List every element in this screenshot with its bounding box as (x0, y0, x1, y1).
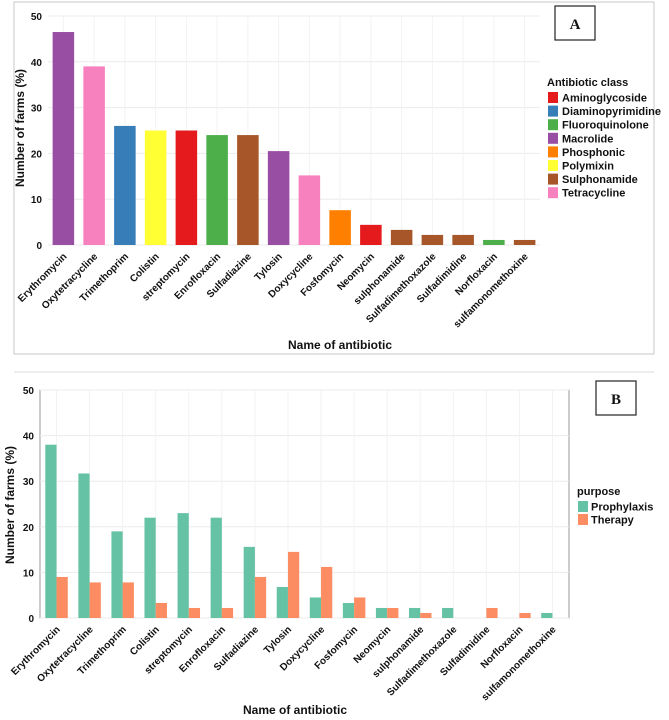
panel-a-bar-neomycin (360, 224, 382, 245)
panel-a-bar-trimethoprim (114, 125, 136, 245)
panel-a-legend-label: Macrolide (562, 133, 613, 145)
panel-b-legend-swatch (578, 501, 588, 512)
panel-b-legend-label: Prophylaxis (591, 502, 653, 514)
panel-b-bar-prophylaxis-streptomycin (177, 513, 189, 618)
panel-a-bar-sulfadimethoxazole (421, 234, 444, 245)
panel-a-legend-label: Phosphonic (562, 147, 625, 159)
panel-a-bar-sulfadimidine (452, 234, 474, 245)
panel-a-legend-swatch (548, 173, 558, 185)
panel-b-bar-therapy-fosfomycin (354, 597, 366, 618)
panel-a-bar-erythromycin (52, 32, 75, 245)
panel-b-bar-prophylaxis-doxycycline (309, 597, 322, 618)
panel-a-y-tick-label: 0 (36, 241, 42, 252)
panel-b-x-tick-label: Tylosin (262, 624, 294, 656)
panel-b-y-axis-title: Number of farms (%) (3, 446, 17, 564)
panel-b-label: B (611, 392, 621, 408)
panel-b-legend-title: purpose (577, 486, 620, 498)
panel-b-bar-prophylaxis-oxytetracycline (78, 473, 90, 618)
panel-b-bar-therapy-streptomycin (188, 607, 201, 618)
panel-a-legend-title: Antibiotic class (547, 77, 628, 89)
panel-a-legend-swatch (548, 105, 558, 117)
panel-b-bar-prophylaxis-enrofloxacin (210, 517, 222, 618)
panel-b-legend-label: Therapy (591, 515, 635, 527)
panel-b-bar-therapy-colistin (155, 602, 167, 618)
panel-b-bar-therapy-erythromycin (56, 576, 68, 618)
panel-b-bar-therapy-sulfadiazine (254, 576, 267, 618)
panel-b-y-tick-label: 20 (23, 523, 35, 534)
panel-a-bar-fosfomycin (329, 210, 351, 245)
panel-b-bar-therapy-neomycin (387, 607, 399, 618)
panel-a-legend-swatch (548, 119, 558, 131)
panel-a-y-tick-label: 40 (31, 58, 43, 69)
panel-a-legend-swatch (548, 187, 558, 199)
panel-b-plot-area: 01020304050ErythromycinOxytetracyclineTr… (9, 386, 570, 703)
panel-a-legend-label: Aminoglycoside (562, 93, 647, 105)
panel-a-bar-sulphonamide (390, 229, 413, 245)
panel-b-y-tick-label: 50 (23, 386, 35, 397)
panel-b-bar-prophylaxis-sulfadiazine (243, 546, 255, 618)
panel-a-y-axis-title: Number of farms (%) (13, 69, 27, 187)
panel-a-bar-tylosin (267, 151, 290, 245)
panel-a-plot-area: 01020304050ErythromycinOxytetracyclineTr… (16, 12, 540, 330)
panel-b-bar-therapy-norfloxacin (519, 612, 531, 618)
panel-b-x-tick-label: Colistin (128, 624, 162, 658)
panel-a-legend-label: Tetracycline (562, 188, 625, 200)
panel-b-bar-prophylaxis-sulphonamide (408, 607, 421, 618)
panel-b-bar-prophylaxis-sulfamonomethoxine (541, 612, 553, 618)
panel-a-bar-enrofloxacin (206, 135, 228, 245)
panel-a-x-tick-label: Oxytetracycline (40, 251, 101, 312)
panel-b-x-tick-label: Oxytetracycline (35, 624, 96, 685)
panel-b-y-tick-label: 30 (23, 477, 35, 488)
panel-b-x-axis-title: Name of antibiotic (243, 703, 347, 717)
panel-b-bar-prophylaxis-tylosin (276, 586, 288, 618)
panel-a-legend-swatch (548, 132, 558, 144)
panel-a: 01020304050ErythromycinOxytetracyclineTr… (13, 1, 661, 355)
panel-a-legend-label: Polymixin (562, 161, 614, 173)
panel-b-bar-prophylaxis-fosfomycin (342, 602, 355, 618)
panel-b-bar-therapy-enrofloxacin (221, 607, 234, 618)
panel-b-bar-therapy-sulphonamide (420, 612, 432, 618)
panel-a-bar-norfloxacin (483, 239, 505, 245)
panel-a-x-axis-title: Name of antibiotic (288, 338, 392, 352)
panel-b-bar-prophylaxis-neomycin (375, 607, 388, 618)
panel-a-y-tick-label: 30 (31, 104, 43, 115)
panel-b-bar-therapy-trimethoprim (122, 582, 134, 618)
panel-b-bar-therapy-sulfadimidine (486, 607, 498, 618)
panel-b-y-tick-label: 0 (28, 614, 34, 625)
panel-b: 01020304050ErythromycinOxytetracyclineTr… (3, 380, 653, 717)
panel-a-legend-swatch (548, 146, 558, 158)
panel-b-bar-therapy-tylosin (287, 551, 300, 618)
panel-a-bar-oxytetracycline (83, 66, 105, 245)
panel-b-label-box (595, 380, 637, 416)
panel-b-bar-prophylaxis-erythromycin (45, 444, 57, 618)
panel-a-y-tick-label: 10 (31, 195, 43, 206)
panel-a-frame (13, 1, 655, 355)
panel-a-label-box (554, 5, 596, 41)
panel-a-y-tick-label: 50 (31, 12, 43, 23)
panel-b-y-tick-label: 40 (23, 432, 35, 443)
panel-a-legend: Antibiotic class AminoglycosideDiaminopy… (547, 77, 661, 200)
panel-a-bar-sulfadiazine (237, 135, 259, 245)
panel-b-y-tick-label: 10 (23, 568, 35, 579)
panel-a-legend-label: Diaminopyrimidine (562, 106, 661, 118)
panel-b-bar-therapy-doxycycline (321, 566, 333, 618)
panel-a-legend-swatch (548, 92, 558, 103)
panel-b-bar-prophylaxis-trimethoprim (111, 531, 123, 618)
panel-b-bar-prophylaxis-colistin (144, 517, 156, 618)
panel-a-bar-streptomycin (175, 130, 198, 245)
panel-a-label: A (570, 17, 581, 33)
panel-a-bar-sulfamonomethoxine (513, 239, 536, 245)
panel-a-legend-label: Sulphonamide (562, 174, 638, 186)
panel-a-legend-label: Fluoroquinolone (562, 120, 649, 132)
panel-b-bar-therapy-oxytetracycline (89, 582, 101, 618)
panel-a-bar-colistin (144, 130, 167, 245)
panel-b-bar-prophylaxis-sulfadimethoxazole (442, 607, 454, 618)
panel-a-legend-swatch (548, 160, 558, 171)
panel-a-y-tick-label: 20 (31, 149, 43, 160)
panel-b-legend-swatch (578, 514, 588, 525)
panel-a-bar-doxycycline (298, 175, 321, 245)
